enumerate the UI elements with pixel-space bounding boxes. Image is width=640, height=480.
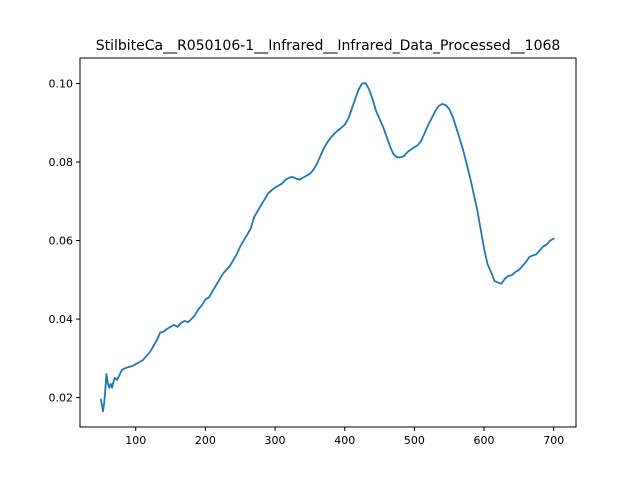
- y-tick-label: 0.04: [49, 313, 74, 326]
- y-axis: 0.02 0.04 0.06 0.08 0.10: [49, 78, 80, 405]
- x-tick-label: 500: [404, 434, 425, 447]
- y-tick-label: 0.10: [49, 78, 74, 91]
- x-tick-label: 100: [125, 434, 146, 447]
- x-tick-label: 300: [265, 434, 286, 447]
- axes-frame: [79, 57, 577, 428]
- chart-title: StilbiteCa__R050106-1__Infrared__Infrare…: [96, 38, 561, 54]
- series-line: [100, 82, 555, 413]
- x-tick-label: 200: [195, 434, 216, 447]
- x-tick-label: 400: [334, 434, 355, 447]
- y-tick-label: 0.08: [49, 156, 74, 169]
- y-tick-label: 0.02: [49, 392, 74, 405]
- plot-area: [100, 82, 555, 413]
- x-tick-label: 700: [543, 434, 564, 447]
- x-tick-label: 600: [474, 434, 495, 447]
- y-tick-label: 0.06: [49, 235, 74, 248]
- x-axis: 100 200 300 400 500 600 700: [125, 427, 564, 447]
